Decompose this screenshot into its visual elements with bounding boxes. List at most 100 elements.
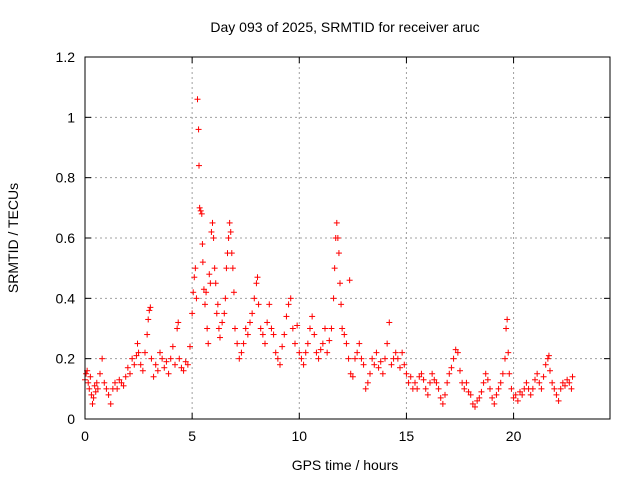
data-point [112,379,118,386]
data-point [489,394,496,401]
data-point [527,391,534,398]
chart-title: Day 093 of 2025, SRMTID for receiver aru… [210,19,479,35]
data-point [544,355,551,362]
data-point [493,391,500,398]
data-point [182,358,189,365]
data-point [549,379,556,386]
data-points [82,96,576,410]
data-point [169,343,176,350]
data-point [133,352,140,359]
data-point [435,385,442,392]
data-point [152,361,159,368]
data-point [204,325,211,332]
data-point [337,280,343,287]
data-point [127,370,133,377]
data-point [384,340,391,347]
data-point [375,364,382,371]
data-point [392,349,399,356]
data-point [487,385,493,392]
data-point [463,379,470,386]
data-point [328,325,335,332]
data-point [227,228,234,235]
data-point [397,364,403,371]
data-point [180,367,187,374]
data-point [317,346,324,353]
data-point [253,280,260,287]
data-point [116,376,123,383]
data-point [517,388,523,395]
data-point [300,361,307,368]
data-point [262,340,268,347]
data-point [211,265,218,272]
data-point [322,325,328,332]
data-point [174,325,181,332]
data-point [283,313,290,320]
data-point [510,394,517,401]
data-point [264,319,271,326]
data-point [313,349,320,356]
data-point [461,385,468,392]
data-point [120,382,127,389]
data-point [270,331,277,338]
data-point [199,241,206,248]
data-point [405,379,412,386]
data-point [401,361,408,368]
data-point [540,373,547,380]
data-point [285,301,292,308]
data-point [147,304,154,311]
data-point [431,376,438,383]
data-point [146,307,153,314]
data-point [240,340,247,347]
data-point [86,385,93,392]
y-tick-label: 1.2 [56,49,76,65]
data-point [379,370,386,377]
data-point [457,367,463,374]
data-point [178,364,185,371]
data-point [345,355,352,362]
data-point [331,265,338,272]
y-tick-label: 0.2 [56,351,76,367]
data-point [254,274,261,281]
data-point [333,219,340,226]
data-point [208,228,215,235]
data-point [478,388,485,395]
data-point [519,391,526,398]
data-point [564,376,571,383]
data-point [167,355,174,362]
data-point [315,355,322,362]
grid-lines [85,57,610,419]
data-point [377,358,384,365]
data-point [467,391,474,398]
data-point [226,219,233,226]
axis-ticks: 0 0.2 0.4 0.6 0.8 1 1.2 0 5 10 15 20 [56,49,610,444]
data-point [538,385,545,392]
data-point [495,385,502,392]
data-point [107,400,114,407]
data-point [91,382,98,389]
data-point [212,280,219,287]
data-point [382,355,388,362]
data-point [504,316,511,323]
data-point [506,370,513,377]
data-point [189,310,196,317]
data-point [403,370,410,377]
data-point [89,400,96,407]
data-point [439,400,446,407]
data-point [412,379,418,386]
data-point [194,96,201,103]
data-point [277,361,283,368]
data-point [474,397,481,404]
data-point [568,385,575,392]
data-point [482,370,489,377]
data-point [214,301,221,308]
data-point [503,325,510,332]
data-point [118,379,125,386]
data-point [367,370,373,377]
data-point [505,349,512,356]
data-point [414,385,421,392]
data-point [200,286,207,293]
data-point [407,373,414,380]
data-point [542,361,549,368]
data-point [335,250,342,257]
data-point [222,295,229,302]
